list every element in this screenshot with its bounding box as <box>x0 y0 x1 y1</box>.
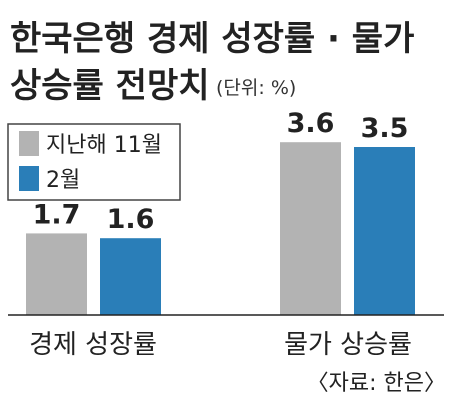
legend-label-curr: 2월 <box>46 168 80 193</box>
bars-group: 1.7 3.6 1.6 3.5 <box>26 108 415 315</box>
chart-title-line1: 한국은행 경제 성장률 · 물가 <box>10 19 414 59</box>
category-label-growth: 경제 성장률 <box>29 330 157 360</box>
chart-title-line2: 상승률 전망치 <box>10 66 210 106</box>
bar-growth-prev <box>26 233 87 315</box>
category-label-inflation: 물가 상승률 <box>284 330 412 360</box>
value-label-growth-curr: 1.6 <box>107 204 155 235</box>
unit-label: (단위: %) <box>216 77 296 99</box>
legend-swatch-curr <box>19 166 39 191</box>
value-label-inflation-curr: 3.5 <box>361 113 409 144</box>
legend-swatch-prev <box>19 131 39 156</box>
legend-label-prev: 지난해 11월 <box>46 133 162 158</box>
value-label-growth-prev: 1.7 <box>33 199 81 230</box>
bar-growth-curr <box>100 238 161 315</box>
bar-inflation-curr <box>354 147 415 315</box>
value-label-inflation-prev: 3.6 <box>287 108 335 139</box>
bar-inflation-prev <box>280 142 341 315</box>
legend: 지난해 11월 2월 <box>7 123 181 201</box>
source-label: 〈자료: 한은〉 <box>307 371 446 396</box>
